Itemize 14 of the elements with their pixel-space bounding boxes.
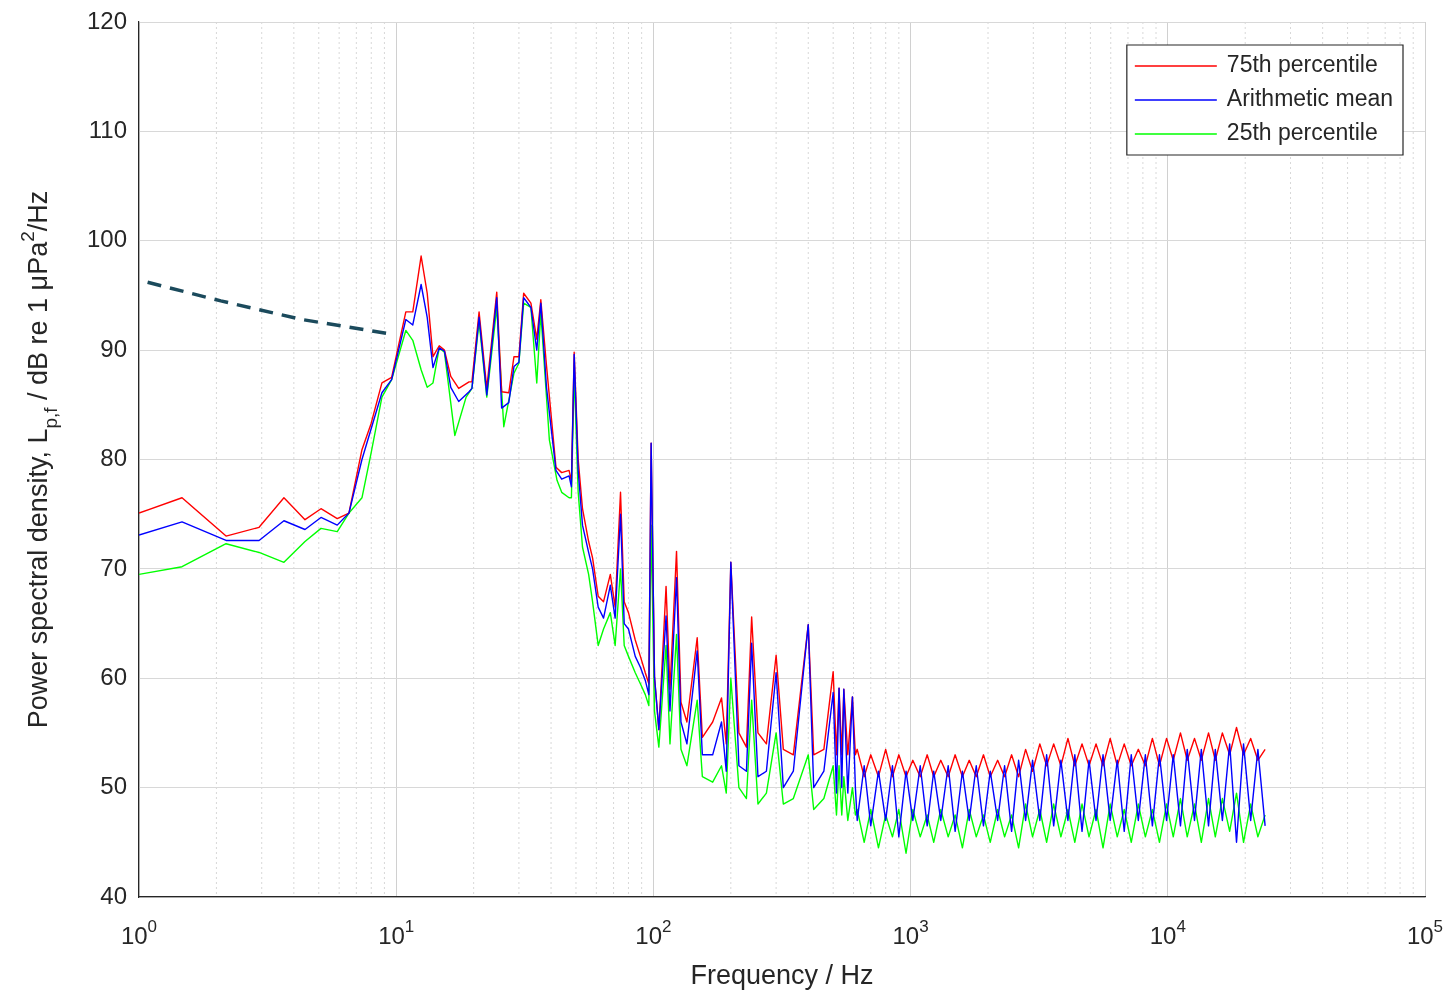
- y-tick-label: 60: [100, 662, 128, 690]
- y-tick-label: 110: [88, 116, 127, 143]
- y-tick-label: 50: [100, 772, 128, 800]
- y-tick-label: 100: [86, 225, 127, 253]
- y-tick-label: 80: [100, 444, 128, 472]
- legend-label: Arithmetic mean: [1226, 85, 1394, 112]
- y-axis-title: Power spectral density, Lp,f / dB re 1 μPa2/Hz: [16, 190, 61, 729]
- y-tick-label: 40: [100, 881, 128, 909]
- y-tick-label: 70: [100, 553, 128, 581]
- legend-label: 75th percentile: [1226, 51, 1378, 78]
- y-tick-label: 90: [100, 334, 128, 362]
- legend-label: 25th percentile: [1226, 119, 1378, 146]
- y-tick-label: 120: [86, 6, 127, 34]
- x-axis-title: Frequency / Hz: [690, 960, 874, 991]
